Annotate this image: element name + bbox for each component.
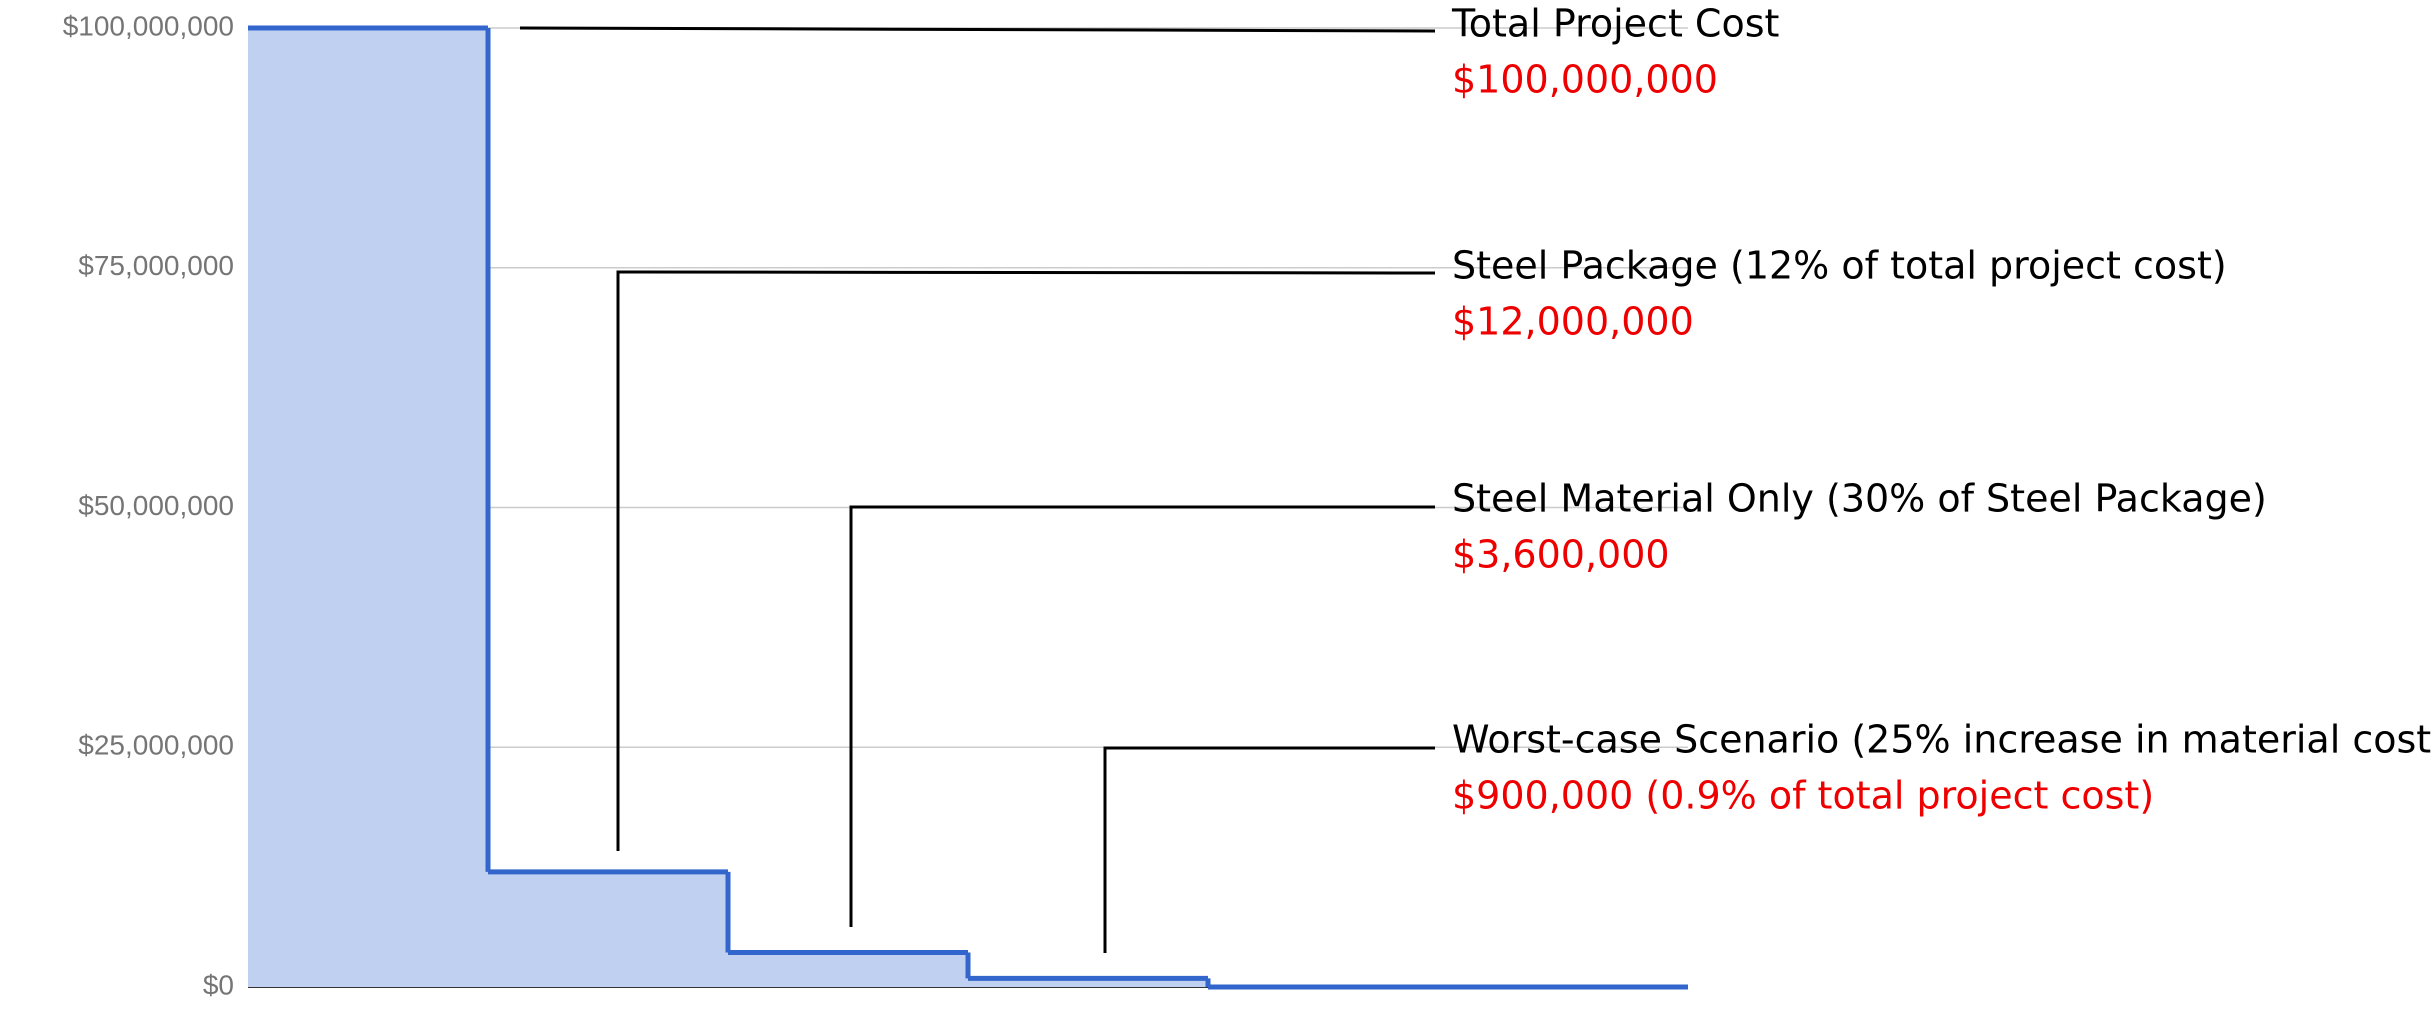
y-tick-label: $100,000,000 [63, 10, 234, 41]
annotation-text: Steel Package (12% of total project cost… [1452, 244, 2227, 288]
annotation-value: $100,000,000 [1452, 58, 1718, 102]
annotation-value: $3,600,000 [1452, 533, 1670, 577]
area-segment [968, 978, 1208, 987]
annotation-value: $900,000 (0.9% of total project cost) [1452, 774, 2154, 818]
annotation-leader [849, 505, 1435, 927]
y-tick-label: $25,000,000 [78, 730, 234, 761]
y-tick-label: $0 [203, 969, 234, 1000]
annotation-text: Worst-case Scenario (25% increase in mat… [1452, 718, 2433, 762]
annotation-text: Steel Material Only (30% of Steel Packag… [1452, 477, 2267, 521]
annotation-text: Total Project Cost [1451, 2, 1779, 46]
annotation-leader [616, 270, 1436, 851]
annotation-value: $12,000,000 [1452, 300, 1694, 344]
annotation-leader [519, 26, 1436, 33]
y-tick-label: $50,000,000 [78, 490, 234, 521]
area-segment [728, 952, 968, 987]
area-segment [488, 871, 728, 987]
annotation-leader [1103, 746, 1435, 953]
area-segment [248, 28, 488, 987]
y-tick-label: $75,000,000 [78, 250, 234, 281]
